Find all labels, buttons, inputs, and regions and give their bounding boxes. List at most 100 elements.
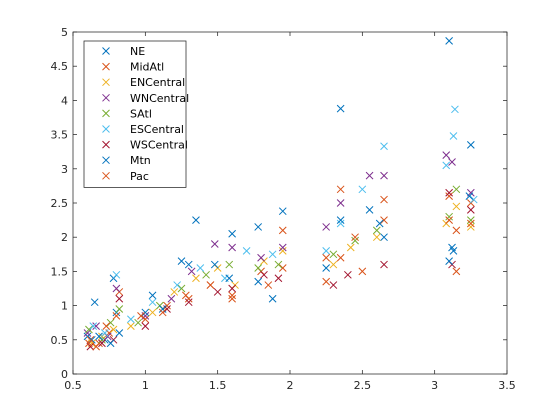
data-point — [257, 253, 265, 262]
y-tick-label: 5 — [61, 26, 68, 39]
data-point — [264, 281, 273, 289]
data-point — [445, 188, 453, 197]
legend-item: Mtn — [102, 154, 151, 167]
data-point — [106, 339, 115, 348]
data-point — [98, 339, 106, 348]
data-point — [452, 226, 461, 235]
data-point — [278, 264, 287, 272]
data-point — [192, 274, 200, 283]
data-point — [329, 260, 338, 269]
data-point — [372, 226, 381, 235]
legend-label: WNCentral — [130, 92, 189, 105]
data-point — [127, 315, 135, 324]
x-tick-label: 2.5 — [354, 379, 372, 392]
data-point — [187, 267, 196, 276]
data-point — [466, 219, 475, 228]
legend-item: MidAtl — [102, 61, 164, 74]
data-point — [228, 291, 236, 300]
data-point — [278, 207, 287, 216]
data-point — [449, 247, 458, 255]
data-point — [322, 264, 331, 272]
x-tick-label: 1 — [142, 379, 149, 392]
data-point — [469, 195, 478, 204]
data-point — [106, 318, 115, 327]
y-tick-label: 0.5 — [51, 334, 69, 347]
data-point — [278, 226, 287, 235]
legend-label: Mtn — [130, 154, 151, 167]
data-point — [372, 233, 381, 242]
data-point — [177, 284, 186, 293]
data-point — [260, 270, 268, 279]
data-point — [452, 202, 461, 211]
data-point — [163, 301, 171, 310]
data-point — [365, 205, 374, 214]
data-point — [177, 257, 186, 265]
data-point — [448, 158, 456, 166]
data-point — [466, 223, 475, 231]
data-point — [322, 253, 331, 262]
legend-item: NE — [102, 45, 145, 58]
x-tick-label: 2 — [287, 379, 294, 392]
legend-label: SAtl — [130, 107, 152, 120]
data-point — [141, 322, 150, 330]
legend-item: ENCentral — [102, 76, 185, 89]
data-point — [115, 329, 124, 337]
data-point — [184, 260, 193, 269]
data-point — [351, 233, 359, 242]
data-point — [452, 267, 461, 276]
data-point — [95, 332, 103, 341]
data-point — [351, 236, 359, 245]
data-point — [380, 216, 388, 224]
data-point — [202, 270, 210, 279]
data-point — [192, 216, 200, 224]
data-point — [206, 281, 215, 289]
legend-label: ESCentral — [130, 123, 184, 136]
data-point — [346, 243, 355, 252]
y-tick-label: 3 — [61, 163, 68, 176]
data-point — [329, 250, 338, 259]
data-point — [210, 240, 219, 248]
legend-marker — [102, 171, 110, 180]
data-point — [466, 216, 475, 224]
data-point — [466, 141, 475, 149]
data-point — [115, 294, 124, 303]
data-point — [380, 142, 388, 151]
data-point — [358, 185, 367, 194]
data-point — [336, 253, 345, 262]
legend-marker — [102, 109, 110, 118]
data-point — [242, 247, 251, 255]
data-point — [358, 267, 367, 276]
x-tick-label: 1.5 — [209, 379, 227, 392]
data-point — [445, 192, 453, 201]
data-point — [85, 325, 93, 334]
data-point — [137, 312, 145, 320]
data-point — [228, 294, 236, 303]
data-point — [225, 274, 234, 283]
data-point — [102, 322, 111, 330]
data-point — [268, 250, 277, 259]
data-point — [148, 298, 157, 307]
legend-marker — [102, 140, 110, 149]
legend-marker — [102, 62, 110, 71]
data-point — [112, 284, 121, 293]
legend-item: Pac — [102, 170, 149, 183]
data-point — [336, 185, 345, 194]
y-tick-label: 4.5 — [51, 60, 69, 73]
data-point — [210, 260, 219, 269]
legend-marker — [102, 156, 110, 165]
data-point — [445, 216, 453, 224]
data-point — [92, 342, 101, 351]
data-point — [254, 223, 263, 231]
data-point — [274, 274, 283, 283]
data-point — [181, 291, 190, 300]
data-point — [380, 171, 388, 180]
legend-marker — [102, 47, 110, 55]
data-point — [127, 322, 135, 330]
data-point — [445, 257, 453, 265]
data-point — [90, 298, 99, 307]
data-point — [112, 270, 121, 279]
data-point — [167, 294, 176, 303]
data-point — [112, 312, 121, 320]
data-point — [336, 216, 345, 224]
